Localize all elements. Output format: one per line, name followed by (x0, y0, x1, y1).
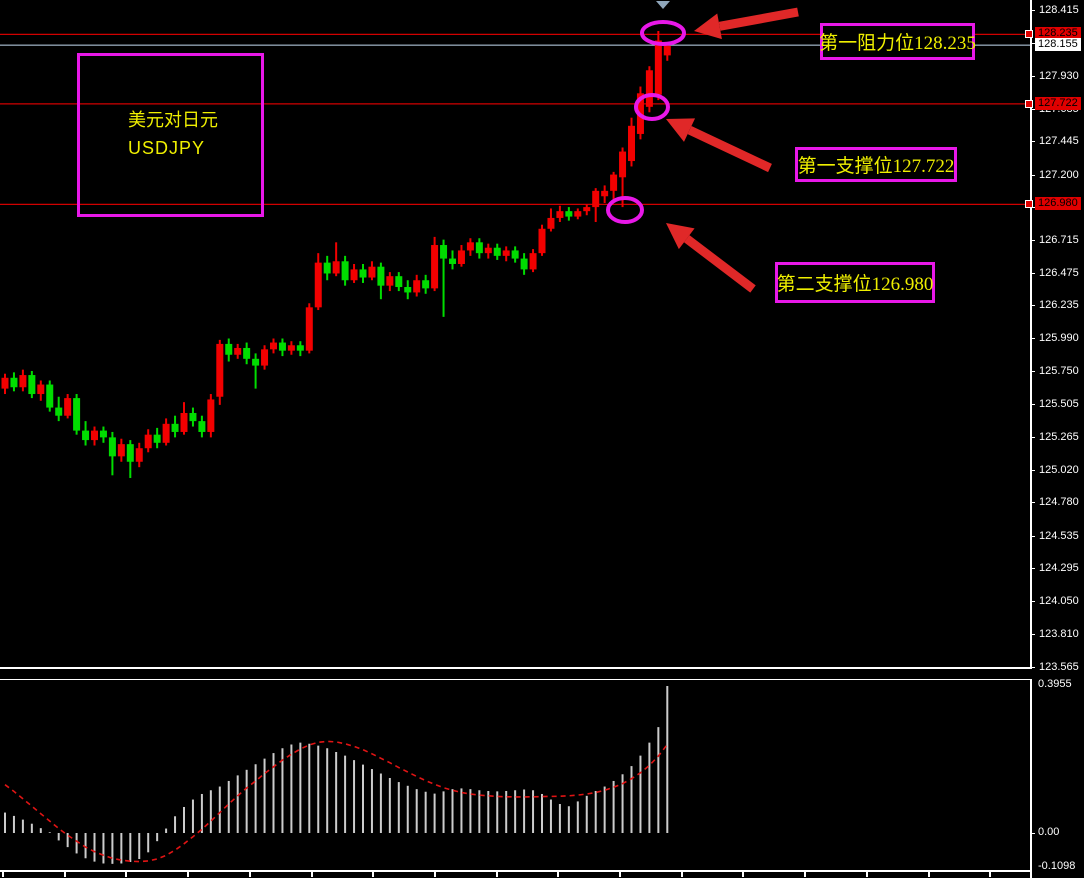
candlestick-chart (0, 1, 1030, 479)
price-tick-label: 125.265 (1039, 430, 1079, 443)
price-tick-label: 127.445 (1039, 135, 1079, 148)
time-tick-mark (125, 872, 128, 877)
price-level-label-126.980: 126.980 (1035, 197, 1081, 211)
time-tick-mark (495, 872, 498, 877)
price-tick-label: 124.780 (1039, 496, 1079, 509)
level-line-handle[interactable] (1025, 30, 1033, 39)
time-tick-mark (865, 872, 868, 877)
price-tick-label: 125.990 (1039, 332, 1079, 345)
time-tick-mark (989, 872, 992, 877)
time-tick-mark (310, 872, 313, 877)
price-tick-label: 127.200 (1039, 168, 1079, 181)
time-tick-mark (248, 872, 251, 877)
time-tick-mark (619, 872, 621, 877)
annotation-support2-label: 第二支撑位126.980 (776, 274, 934, 295)
price-tick-mark (1030, 371, 1035, 372)
symbol-code: USDJPY (128, 138, 206, 158)
time-axis[interactable] (0, 871, 1030, 878)
price-tick-mark (1030, 240, 1035, 242)
time-tick-mark (557, 872, 560, 877)
annotation-support2-box[interactable]: 第二支撑位126.980 (775, 262, 935, 303)
time-tick-mark (187, 872, 190, 877)
price-tick-mark (1030, 108, 1035, 110)
price-tick-label: 124.295 (1039, 562, 1079, 575)
down-triangle-marker (656, 1, 670, 9)
macd-histogram-chart (4, 685, 669, 864)
indicator-zero-tick (1030, 833, 1035, 834)
price-tick-mark (1030, 502, 1035, 504)
price-tick-label: 125.750 (1039, 365, 1079, 377)
time-tick-mark (742, 872, 745, 877)
price-tick-mark (1030, 42, 1035, 44)
price-tick-label: 124.050 (1039, 595, 1079, 608)
price-tick-label: 127.930 (1039, 69, 1079, 82)
price-tick-mark (1030, 305, 1035, 307)
price-tick-mark (1030, 469, 1035, 471)
price-tick-label: 128.415 (1039, 4, 1079, 16)
symbol-name-cn: 美元对日元 (128, 110, 218, 130)
price-tick-mark (1030, 666, 1035, 668)
indicator-max-label: 0.3955 (1038, 678, 1072, 690)
main-chart-area[interactable]: 美元对日元 USDJPY 第一阻力位128.235 第一支撑位127.722 第… (0, 0, 1030, 668)
price-tick-mark (1030, 338, 1035, 340)
indicator-zero-label: 0.00 (1038, 826, 1060, 838)
time-tick-mark (372, 872, 375, 877)
annotation-resistance1-box[interactable]: 第一阻力位128.235 (819, 23, 976, 60)
price-tick-label: 126.475 (1039, 266, 1079, 279)
annotation-resistance1-label: 第一阻力位128.235 (819, 33, 976, 54)
price-tick-label: 123.565 (1039, 660, 1079, 673)
highlight-ellipses (606, 20, 686, 224)
time-tick-mark (63, 872, 66, 877)
annotation-support1-box[interactable]: 第一支撑位127.722 (795, 147, 957, 182)
level-line-handle[interactable] (1025, 99, 1033, 108)
price-tick-mark (1030, 436, 1035, 438)
time-tick-mark (927, 872, 930, 877)
price-tick-label: 126.235 (1039, 299, 1079, 312)
indicator-min-label: -0.1098 (1038, 860, 1076, 872)
panel-splitter[interactable] (0, 667, 1032, 680)
price-tick-label: 125.020 (1039, 463, 1079, 476)
price-level-label-128.235: 128.235 (1035, 27, 1081, 41)
price-tick-mark (1030, 633, 1035, 635)
pointer-arrows (666, 7, 799, 293)
price-tick-mark (1030, 272, 1035, 274)
symbol-label-box[interactable]: 美元对日元 USDJPY (77, 53, 264, 217)
indicator-axis[interactable]: 0.3955 0.00 -0.1098 (1030, 668, 1084, 878)
price-tick-label: 123.810 (1039, 627, 1079, 640)
price-tick-mark (1030, 404, 1035, 406)
indicator-panel[interactable] (0, 677, 1030, 871)
time-tick-mark (680, 872, 683, 877)
candles (1, 30, 671, 479)
time-tick-mark (2, 872, 4, 877)
price-tick-mark (1030, 535, 1035, 537)
price-tick-label: 125.505 (1039, 398, 1079, 411)
price-level-label-128.155: 128.155 (1035, 38, 1081, 52)
price-tick-mark (1030, 75, 1035, 77)
price-level-label-127.722: 127.722 (1035, 96, 1081, 110)
price-tick-mark (1030, 141, 1035, 143)
price-tick-mark (1030, 601, 1035, 603)
price-tick-mark (1030, 174, 1035, 176)
annotation-support1-label: 第一支撑位127.722 (797, 156, 955, 177)
time-tick-mark (433, 872, 436, 877)
time-tick-mark (804, 872, 807, 877)
price-tick-label: 126.715 (1039, 234, 1079, 247)
level-line-handle[interactable] (1025, 200, 1033, 209)
price-axis[interactable]: 128.415128.175127.930127.685127.445127.2… (1025, 0, 1084, 673)
price-tick-mark (1030, 568, 1035, 570)
price-tick-mark (1030, 10, 1035, 11)
price-tick-label: 124.535 (1039, 529, 1079, 542)
histogram-bars (4, 685, 669, 864)
